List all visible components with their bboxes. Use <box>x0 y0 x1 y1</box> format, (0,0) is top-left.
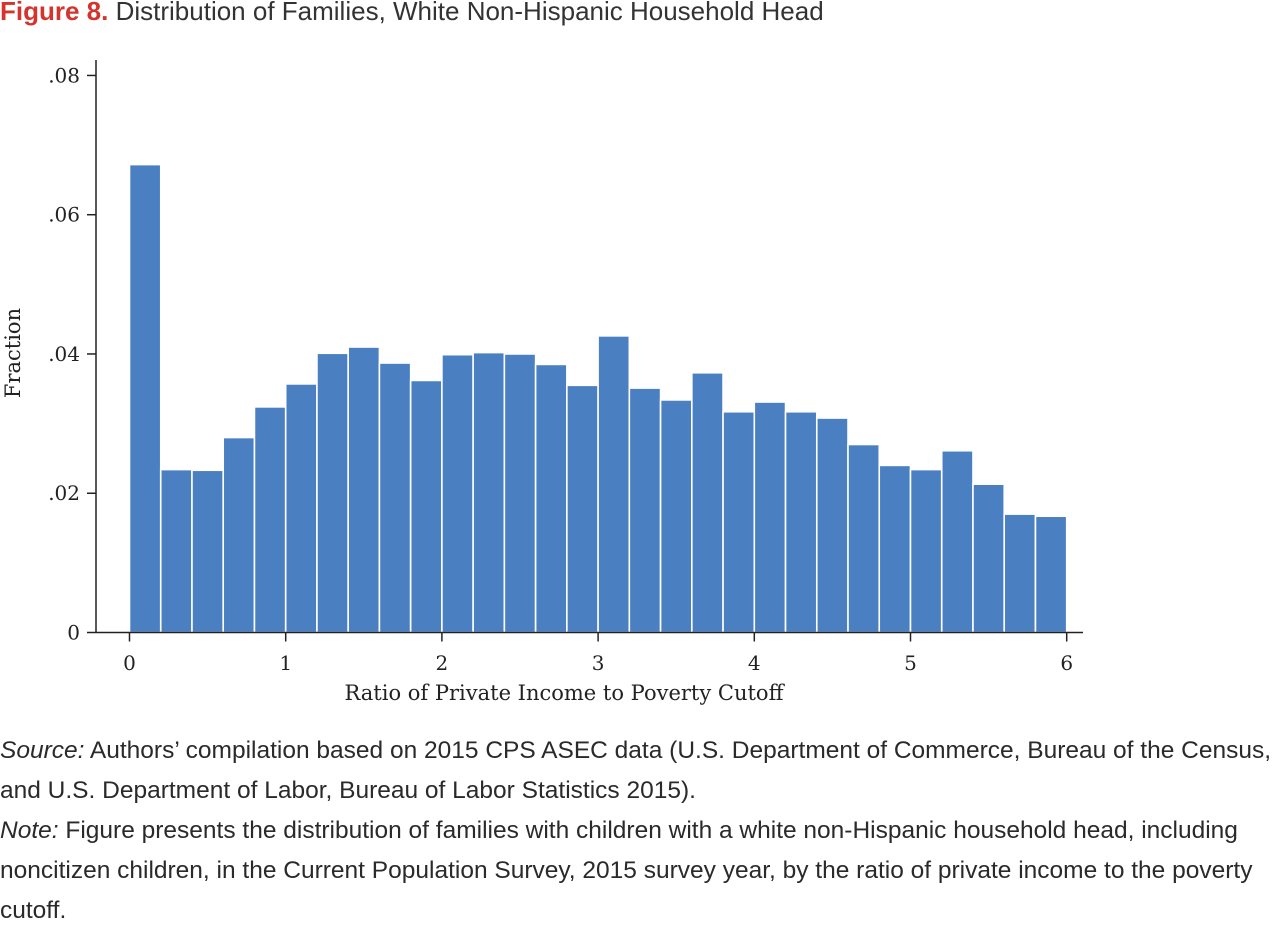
y-tick-label: 0 <box>67 621 80 645</box>
histogram-bar <box>722 410 756 634</box>
histogram-bar <box>847 443 881 634</box>
y-tick-label: .06 <box>48 203 80 227</box>
histogram-bar <box>378 362 412 634</box>
y-axis-label: Fraction <box>1 308 25 398</box>
note-label: Note: <box>0 817 59 844</box>
histogram-chart: 0 .02 .04 .06 .08 0 1 2 3 4 5 6 Ratio of Private In… <box>1 60 1083 705</box>
x-tick-label: 4 <box>748 651 761 675</box>
x-tick-label: 5 <box>904 651 917 675</box>
x-tick-label: 6 <box>1060 651 1073 675</box>
histogram-bar <box>972 483 1006 634</box>
histogram-bar <box>284 383 318 634</box>
histogram-bar <box>659 399 693 634</box>
histogram-bar <box>222 436 256 634</box>
x-tick-label: 3 <box>592 651 605 675</box>
histogram-bar <box>628 387 662 634</box>
footnotes: Source: Authors’ compilation based on 20… <box>0 731 1280 931</box>
figure-title: Figure 8. Distribution of Families, Whit… <box>0 0 824 27</box>
y-tick-label: .08 <box>48 63 80 87</box>
histogram-bar <box>909 468 943 634</box>
x-tick-label: 1 <box>279 651 292 675</box>
histogram-bar <box>784 410 818 634</box>
histogram-bar <box>159 468 193 634</box>
histogram-bar <box>472 351 506 634</box>
figure-title-text: Distribution of Families, White Non-Hisp… <box>115 0 824 26</box>
histogram-bar <box>441 353 474 634</box>
note-text: Figure presents the distribution of fami… <box>0 817 1253 924</box>
histogram-bar <box>253 406 287 634</box>
histogram-bar <box>691 371 724 634</box>
figure-label: Figure 8. <box>0 0 109 26</box>
axes-group: 0 .02 .04 .06 .08 0 1 2 3 4 5 6 <box>48 60 1083 675</box>
histogram-bar <box>753 401 787 634</box>
source-note: Source: Authors’ compilation based on 20… <box>0 731 1280 811</box>
x-tick-label: 2 <box>436 651 449 675</box>
histogram-bar <box>128 163 162 634</box>
histogram-bar <box>940 449 974 634</box>
histogram-bar <box>597 335 631 634</box>
histogram-bar <box>503 353 537 634</box>
figure-note: Note: Figure presents the distribution o… <box>0 811 1280 931</box>
source-label: Source: <box>0 737 85 764</box>
histogram-bar <box>878 464 912 634</box>
bars-group <box>128 163 1068 634</box>
x-axis-label: Ratio of Private Income to Poverty Cutof… <box>344 681 785 705</box>
histogram-bar <box>534 363 568 634</box>
histogram-bar <box>316 352 349 634</box>
source-text: Authors’ compilation based on 2015 CPS A… <box>0 737 1272 804</box>
histogram-bar <box>347 346 381 634</box>
histogram-bar <box>566 384 599 634</box>
histogram-bar <box>1034 515 1068 634</box>
y-tick-label: .04 <box>48 342 80 366</box>
histogram-bar <box>191 469 225 634</box>
y-tick-label: .02 <box>48 481 80 505</box>
x-tick-label: 0 <box>123 651 136 675</box>
histogram-bar <box>409 379 443 634</box>
histogram-bar <box>815 417 849 634</box>
histogram-bar <box>1003 513 1037 634</box>
